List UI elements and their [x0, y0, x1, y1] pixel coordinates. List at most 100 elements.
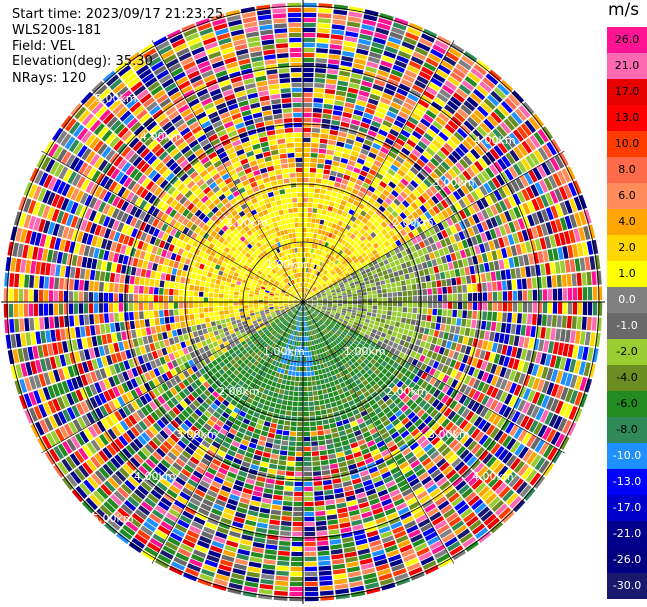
velocity-gate — [579, 257, 586, 271]
velocity-gate — [376, 267, 382, 273]
velocity-gate — [530, 405, 540, 419]
velocity-gate — [366, 530, 379, 538]
velocity-gate — [303, 386, 308, 392]
velocity-gate — [399, 322, 405, 329]
velocity-gate — [215, 498, 226, 507]
velocity-gate — [408, 381, 416, 389]
velocity-gate — [432, 287, 438, 295]
velocity-gate — [522, 302, 528, 313]
velocity-gate — [400, 106, 412, 116]
velocity-gate — [395, 239, 402, 247]
velocity-gate — [272, 392, 279, 398]
velocity-gate — [321, 342, 326, 347]
velocity-gate — [191, 365, 199, 373]
velocity-gate — [168, 352, 176, 361]
velocity-gate — [82, 444, 93, 458]
velocity-gate — [544, 353, 552, 367]
velocity-gate — [200, 503, 212, 512]
velocity-gate — [335, 588, 350, 595]
velocity-gate — [351, 309, 357, 313]
velocity-gate — [440, 255, 447, 264]
velocity-gate — [419, 255, 426, 263]
velocity-gate — [335, 177, 343, 183]
velocity-gate — [487, 179, 497, 191]
velocity-gate — [163, 426, 173, 436]
velocity-gate — [338, 75, 350, 82]
velocity-gate — [276, 312, 281, 316]
velocity-gate — [325, 345, 331, 351]
velocity-gate — [106, 460, 118, 473]
velocity-gate — [511, 111, 523, 125]
velocity-gate — [432, 360, 440, 369]
velocity-gate — [325, 351, 330, 356]
velocity-gate — [454, 112, 466, 123]
velocity-gate — [314, 282, 319, 287]
velocity-gate — [323, 258, 328, 263]
velocity-gate — [386, 245, 393, 252]
velocity-gate — [428, 386, 437, 395]
velocity-gate — [308, 192, 314, 198]
velocity-gate — [463, 452, 474, 464]
velocity-gate — [330, 401, 337, 408]
velocity-gate — [289, 324, 293, 329]
velocity-gate — [385, 371, 392, 378]
velocity-gate — [493, 353, 501, 364]
velocity-gate — [493, 189, 503, 201]
velocity-gate — [545, 159, 556, 174]
velocity-gate — [336, 309, 342, 312]
velocity-gate — [283, 343, 287, 348]
velocity-gate — [320, 189, 327, 195]
velocity-gate — [345, 327, 350, 332]
velocity-gate — [419, 354, 426, 363]
velocity-gate — [273, 344, 278, 349]
velocity-gate — [303, 197, 308, 203]
velocity-gate — [321, 308, 327, 311]
velocity-gate — [312, 108, 323, 113]
velocity-gate — [323, 276, 328, 281]
velocity-gate — [174, 366, 182, 375]
velocity-gate — [423, 178, 432, 188]
velocity-gate — [358, 221, 365, 228]
velocity-gate — [307, 341, 310, 346]
velocity-gate — [256, 391, 263, 398]
velocity-gate — [504, 97, 517, 110]
velocity-gate — [44, 451, 56, 465]
velocity-gate — [401, 312, 407, 318]
velocity-gate — [445, 397, 454, 407]
velocity-gate — [472, 368, 480, 378]
velocity-gate — [376, 440, 386, 448]
velocity-gate — [317, 369, 323, 375]
velocity-gate — [303, 27, 316, 33]
velocity-gate — [131, 512, 145, 524]
velocity-gate — [308, 336, 312, 341]
velocity-gate — [263, 488, 274, 494]
velocity-gate — [166, 370, 174, 380]
velocity-gate — [155, 529, 168, 540]
velocity-gate — [316, 255, 321, 260]
velocity-gate — [442, 302, 448, 309]
velocity-gate — [389, 128, 400, 137]
velocity-gate — [360, 210, 367, 217]
velocity-gate — [209, 445, 218, 453]
velocity-gate — [343, 546, 356, 553]
velocity-gate — [327, 243, 332, 249]
velocity-gate — [163, 492, 176, 503]
velocity-gate — [348, 416, 356, 423]
velocity-gate — [401, 548, 415, 558]
velocity-gate — [516, 126, 528, 139]
velocity-gate — [399, 511, 412, 520]
velocity-gate — [426, 281, 432, 289]
velocity-gate — [277, 465, 286, 471]
velocity-gate — [460, 507, 473, 519]
velocity-gate — [313, 365, 318, 371]
velocity-gate — [150, 470, 162, 481]
velocity-gate — [424, 531, 438, 542]
velocity-gate — [360, 122, 370, 129]
velocity-gate — [162, 363, 170, 373]
velocity-gate — [213, 330, 219, 336]
velocity-gate — [337, 220, 344, 227]
velocity-gate — [462, 284, 467, 293]
velocity-gate — [312, 253, 316, 259]
velocity-gate — [423, 415, 433, 425]
velocity-gate — [412, 445, 423, 455]
